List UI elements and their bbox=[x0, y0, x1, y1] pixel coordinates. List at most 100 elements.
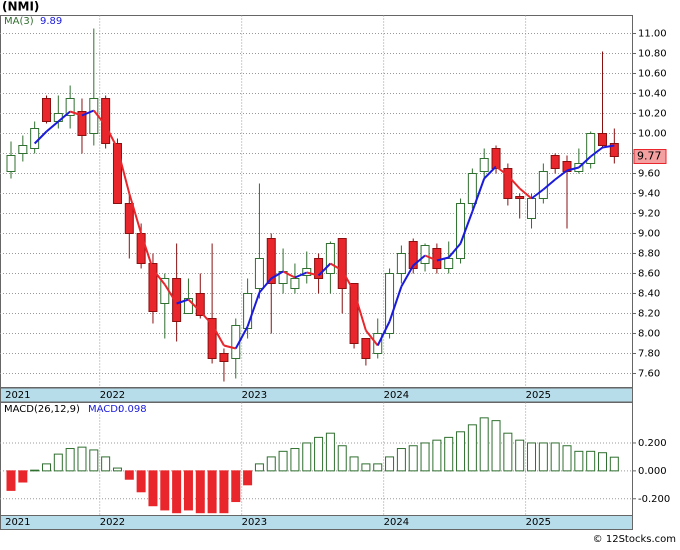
ma-line bbox=[223, 344, 237, 350]
candle-body bbox=[538, 171, 548, 199]
ma-line bbox=[554, 169, 568, 181]
ma-line bbox=[353, 291, 367, 331]
x-tick-label: 2021 bbox=[5, 390, 30, 401]
candle-body bbox=[479, 158, 489, 172]
ma-line bbox=[234, 326, 249, 349]
candle-body bbox=[172, 278, 182, 322]
candle-body bbox=[18, 145, 28, 154]
y-tick-label: 10.00 bbox=[638, 129, 667, 140]
y-tick-label: 11.00 bbox=[638, 29, 667, 40]
ma-line bbox=[116, 148, 131, 194]
macd-bar bbox=[243, 470, 253, 486]
macd-bar bbox=[420, 442, 430, 472]
ma-line bbox=[45, 120, 59, 133]
macd-bar bbox=[278, 450, 288, 472]
candle-body bbox=[136, 233, 146, 264]
macd-bar bbox=[112, 467, 122, 472]
footer: © 12Stocks.com bbox=[593, 534, 676, 545]
last-price-label: 9.77 bbox=[637, 150, 662, 163]
macd-bar bbox=[408, 445, 418, 472]
ma-line bbox=[471, 178, 486, 212]
candle-body bbox=[408, 241, 418, 269]
ma-line bbox=[270, 270, 284, 280]
macd-legend-value: 0.098 bbox=[118, 404, 147, 415]
macd-bar bbox=[124, 470, 134, 480]
candle-body bbox=[515, 196, 525, 199]
ma-line bbox=[104, 125, 119, 149]
ma-line bbox=[602, 144, 615, 149]
candle-body bbox=[503, 168, 513, 199]
macd-bar bbox=[349, 456, 359, 472]
ma-line bbox=[376, 321, 391, 346]
candle-body bbox=[396, 253, 406, 274]
candle-body bbox=[314, 258, 324, 279]
candle-body bbox=[112, 143, 122, 204]
candle-body bbox=[124, 203, 134, 234]
ma-line bbox=[306, 271, 319, 277]
macd-bar bbox=[479, 417, 489, 472]
ma-line bbox=[365, 329, 379, 347]
candle-body bbox=[266, 238, 276, 284]
y-tick-label: 10.80 bbox=[638, 49, 667, 60]
ma-line bbox=[329, 262, 343, 272]
ma-line bbox=[400, 265, 415, 287]
macd-bar bbox=[183, 470, 193, 511]
x-tick-label: 2025 bbox=[526, 390, 551, 401]
y-tick-label: 7.80 bbox=[638, 349, 660, 360]
macd-bar bbox=[373, 463, 383, 472]
x-tick-label: 2025 bbox=[526, 517, 551, 528]
macd-bar bbox=[195, 470, 205, 514]
macd-bar bbox=[396, 448, 406, 472]
macd-bar bbox=[160, 470, 170, 511]
macd-bar bbox=[6, 470, 16, 491]
ma-line bbox=[258, 277, 273, 294]
macd-bar bbox=[290, 448, 300, 472]
candle-body bbox=[207, 318, 217, 359]
ma-line bbox=[412, 254, 426, 267]
ma-line bbox=[282, 270, 296, 279]
candle-body bbox=[444, 258, 454, 269]
candle-body bbox=[550, 155, 560, 169]
ma-line bbox=[459, 211, 474, 244]
macd-tick-label: 0.200 bbox=[638, 438, 667, 449]
macd-bar bbox=[325, 432, 335, 472]
ma-line bbox=[495, 165, 509, 177]
ma-line bbox=[140, 233, 154, 270]
macd-bar bbox=[550, 442, 560, 472]
candle-body bbox=[243, 293, 253, 329]
y-tick-label: 8.60 bbox=[638, 269, 660, 280]
macd-bar bbox=[609, 456, 619, 472]
macd-bar bbox=[30, 469, 40, 472]
y-tick-label: 7.60 bbox=[638, 369, 660, 380]
macd-bar bbox=[41, 463, 51, 472]
candle-body bbox=[337, 238, 347, 289]
candle-body bbox=[195, 293, 205, 316]
macd-bar bbox=[491, 420, 501, 472]
macd-bar bbox=[527, 442, 537, 472]
y-tick-label: 10.40 bbox=[638, 89, 667, 100]
ma-line bbox=[447, 242, 462, 259]
ma-line bbox=[187, 298, 201, 313]
candle-body bbox=[254, 258, 264, 289]
ma-line bbox=[542, 178, 556, 191]
macd-bar bbox=[574, 450, 584, 472]
ma-line bbox=[388, 286, 403, 322]
y-tick-label: 9.60 bbox=[638, 169, 660, 180]
candle-body bbox=[385, 273, 395, 334]
macd-bar bbox=[136, 470, 146, 493]
candle-body bbox=[30, 128, 40, 149]
ma-line bbox=[57, 110, 71, 123]
chart-title: (NMI) bbox=[2, 0, 39, 14]
ma-line bbox=[317, 262, 332, 277]
y-tick-label: 8.00 bbox=[638, 329, 660, 340]
macd-bar bbox=[65, 448, 75, 472]
x-tick-label: 2021 bbox=[5, 517, 30, 528]
ma-line bbox=[424, 254, 438, 262]
macd-bar bbox=[314, 436, 324, 472]
y-tick-label: 10.20 bbox=[638, 109, 667, 120]
y-tick-label: 10.60 bbox=[638, 69, 667, 80]
macd-tick-label: -0.200 bbox=[638, 494, 670, 505]
candle-body bbox=[148, 263, 158, 312]
x-tick-label: 2024 bbox=[384, 517, 409, 528]
